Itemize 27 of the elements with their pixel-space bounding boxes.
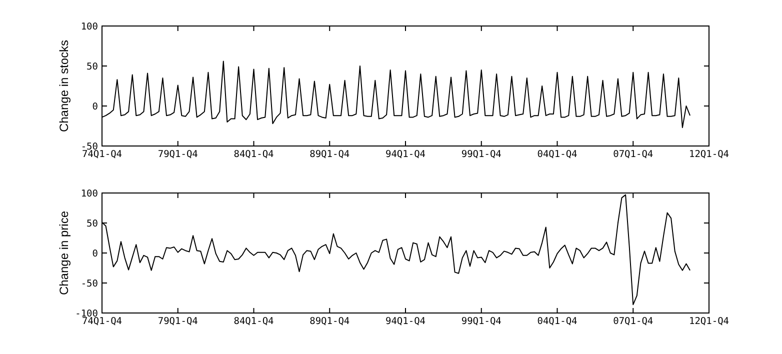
x-tick-label: 84Q1-Q4 (234, 316, 274, 327)
y-tick-label: 50 (86, 218, 98, 230)
x-tick-label: 74Q1-Q4 (82, 149, 122, 160)
x-tick-label: 12Q1-Q4 (688, 316, 730, 327)
y-axis-title: Change in stocks (57, 40, 71, 132)
x-tick-label: 04Q1-Q4 (537, 316, 578, 327)
x-tick-label: 99Q1-Q4 (461, 149, 502, 160)
x-tick-label: 94Q1-Q4 (385, 316, 426, 327)
x-tick-label: 04Q1-Q4 (537, 149, 578, 160)
x-tick-label: 94Q1-Q4 (385, 149, 426, 160)
x-tick-label: 99Q1-Q4 (461, 316, 502, 327)
x-tick-label: 12Q1-Q4 (688, 149, 730, 160)
y-axis-title: Change in price (57, 210, 71, 296)
y-tick-label: 100 (80, 188, 98, 200)
y-tick-label: -50 (80, 278, 98, 290)
x-tick-label: 84Q1-Q4 (234, 149, 274, 160)
x-tick-label: 74Q1-Q4 (82, 316, 122, 327)
y-tick-label: 0 (92, 248, 98, 260)
x-tick-label: 07Q1-Q4 (613, 316, 654, 327)
x-tick-label: 79Q1-Q4 (158, 149, 198, 160)
x-tick-label: 79Q1-Q4 (158, 316, 198, 327)
y-tick-label: 100 (80, 21, 98, 32)
y-tick-label: 50 (86, 61, 98, 72)
x-tick-label: 89Q1-Q4 (310, 316, 350, 327)
x-tick-label: 89Q1-Q4 (310, 149, 350, 160)
y-tick-label: 0 (92, 101, 98, 112)
x-tick-label: 07Q1-Q4 (613, 149, 654, 160)
